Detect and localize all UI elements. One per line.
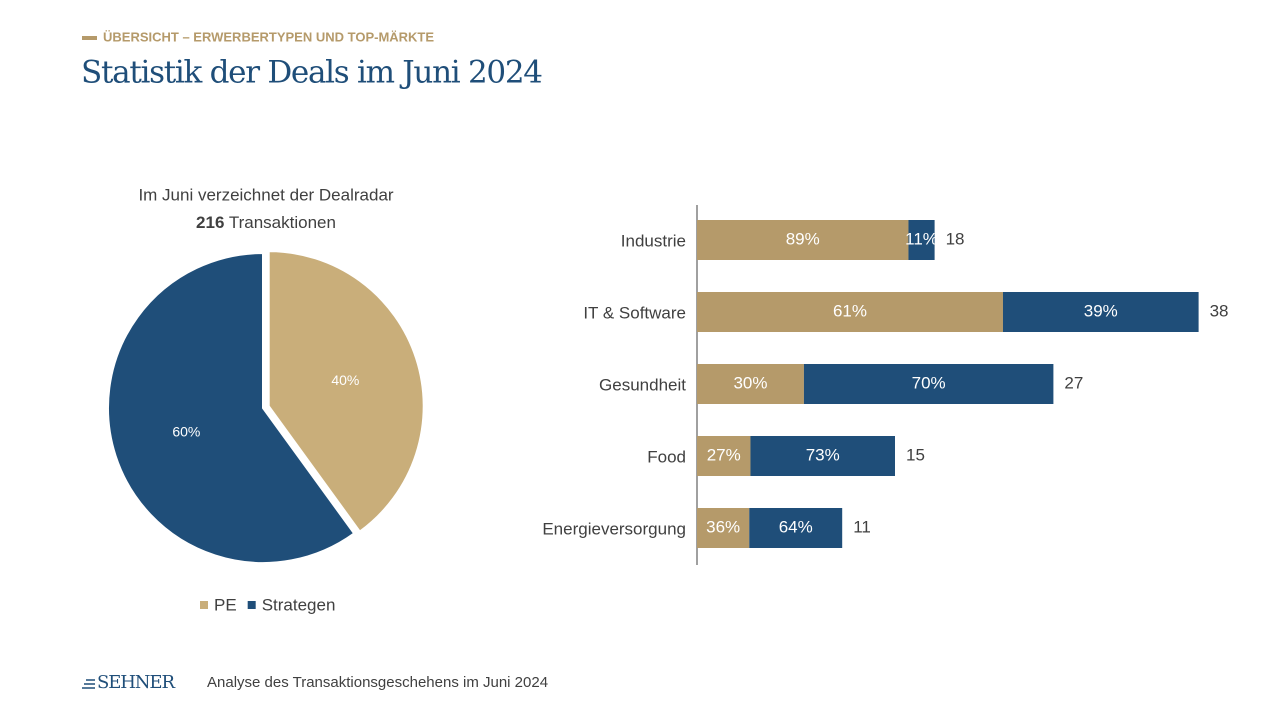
category-label: Gesundheit [599,375,686,394]
legend-swatch [200,601,208,609]
segment-label: 36% [706,517,740,536]
segment-label: 73% [806,445,840,464]
total-label: 27 [1064,373,1083,392]
kicker-bar [82,36,97,40]
segment-label: 27% [707,445,741,464]
logo-icon [82,679,95,689]
segment-label: 61% [833,301,867,320]
segment-label: 70% [912,373,946,392]
legend-label: Strategen [262,595,336,614]
segment-label: 39% [1084,301,1118,320]
total-label: Transaktionen [229,213,336,232]
bar-segment [1002,292,1199,332]
pie-slice [267,250,425,533]
bar-segment [697,292,1003,332]
bar-segment [749,508,843,548]
pie-total: 216 Transaktionen [196,213,336,232]
logo: SEHNER [97,672,175,693]
total-number: 216 [196,213,224,232]
segment-label: 64% [779,517,813,536]
category-label: Energieversorgung [542,519,686,538]
bar-segment [697,436,751,476]
segment-label: 11% [905,229,938,248]
segment-label: 89% [786,229,820,248]
kicker: ÜBERSICHT – ERWERBERTYPEN UND TOP-MÄRKTE [103,29,434,44]
pie-subtitle: Im Juni verzeichnet der Dealradar [138,185,393,204]
bar-segment [803,364,1054,404]
legend-label: PE [214,595,237,614]
legend-swatch [247,601,256,609]
pie-slice [107,251,356,564]
total-label: 11 [853,517,871,536]
slice-label: 60% [172,424,200,440]
total-label: 18 [946,229,965,248]
category-label: Industrie [621,231,686,250]
bar-segment [908,220,935,260]
footer-text: Analyse des Transaktionsgeschehens im Ju… [207,674,548,691]
category-label: Food [647,447,686,466]
total-label: 38 [1210,301,1229,320]
bar-segment [750,436,895,476]
bar-segment [697,220,909,260]
bar-segment [697,364,804,404]
segment-label: 30% [733,373,767,392]
bar-segment [697,508,750,548]
title: Statistik der Deals im Juni 2024 [81,55,543,91]
category-label: IT & Software [583,303,686,322]
slice-label: 40% [331,372,359,388]
total-label: 15 [906,445,925,464]
